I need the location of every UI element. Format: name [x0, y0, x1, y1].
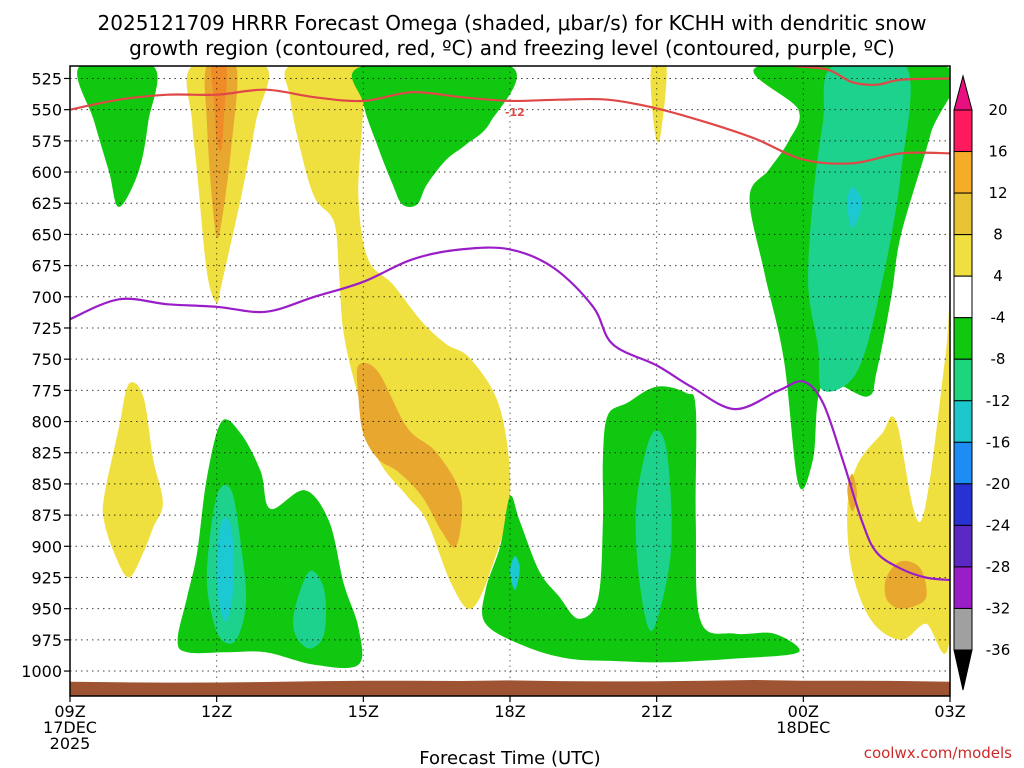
y-tick-label: 725 — [31, 319, 62, 338]
colorbar-label: 16 — [988, 143, 1007, 161]
omega-region-omega_8_12 — [884, 560, 927, 609]
omega-region-omega_n12_n16 — [510, 556, 520, 591]
x-tick-label: 00Z — [788, 702, 819, 721]
colorbar-label: -12 — [986, 392, 1011, 410]
colorbar-label: -36 — [986, 641, 1011, 659]
colorbar-segment — [953, 483, 973, 526]
omega-region-omega_8_12 — [356, 362, 463, 548]
omega-shading — [77, 66, 950, 669]
colorbar-label: -28 — [986, 558, 1011, 576]
colorbar-bottom-arrow — [953, 649, 973, 691]
colorbar-segment — [953, 358, 973, 402]
y-tick-label: 800 — [31, 413, 62, 432]
dgz-contour-label: -12 — [505, 106, 525, 119]
y-tick-label: 925 — [31, 568, 62, 587]
y-tick-label: 975 — [31, 631, 62, 650]
colorbar: 20 16 12 8 4 -4 -8 -12 -16 -20 -24 -28 -32 -36 — [953, 74, 1011, 691]
x-tick-label: 09Z — [54, 702, 85, 721]
y-tick-label: 900 — [31, 537, 62, 556]
colorbar-label: -24 — [986, 516, 1011, 534]
contours: -12 — [70, 66, 950, 582]
colorbar-label: 12 — [988, 184, 1007, 202]
colorbar-label: -20 — [986, 475, 1011, 493]
colorbar-segment — [953, 317, 973, 360]
colorbar-segment — [953, 234, 973, 277]
y-tick-label: 1000 — [21, 662, 62, 681]
omega-region-omega_4_8 — [312, 66, 335, 148]
omega-region-omega_4_8 — [284, 66, 511, 609]
y-tick-label: 675 — [31, 257, 62, 276]
y-tick-label: 575 — [31, 132, 62, 151]
credit-text: coolwx.com/models — [864, 744, 1012, 762]
y-tick-label: 950 — [31, 600, 62, 619]
colorbar-label: -32 — [986, 599, 1011, 617]
x-tick-label: 18DEC — [776, 718, 830, 737]
colorbar-top-arrow — [953, 74, 973, 111]
omega-region-omega_n4_n8 — [351, 66, 517, 207]
y-tick-label: 700 — [31, 288, 62, 307]
omega-region-omega_4_8 — [102, 382, 163, 578]
colorbar-segment — [953, 275, 973, 319]
colorbar-label: 4 — [993, 267, 1003, 285]
dgz-red_top-contour — [793, 66, 950, 86]
y-tick-label: 875 — [31, 506, 62, 525]
x-tick-label: 2025 — [50, 734, 91, 753]
colorbar-label: 20 — [988, 101, 1007, 119]
colorbar-segment — [953, 192, 973, 236]
y-tick-label: 850 — [31, 475, 62, 494]
omega-region-omega_8_12 — [204, 66, 238, 239]
omega-region-omega_4_8 — [847, 298, 950, 654]
colorbar-label: -8 — [991, 350, 1006, 368]
y-tick-label: 775 — [31, 381, 62, 400]
colorbar-segment — [953, 441, 973, 485]
colorbar-segment — [953, 400, 973, 443]
ground-surface — [70, 680, 950, 696]
x-tick-label: 15Z — [348, 702, 379, 721]
omega-region-omega_n12_n16 — [216, 517, 235, 622]
colorbar-segment — [953, 607, 973, 651]
freezing-purple-contour — [70, 246, 950, 582]
colorbar-label: -4 — [991, 309, 1006, 327]
y-tick-label: 750 — [31, 350, 62, 369]
colorbar-segment — [953, 566, 973, 609]
x-tick-label: 21Z — [641, 702, 672, 721]
y-axis: 525 550 575 600 625 650 675 700 725 750 775 800 825 8… — [21, 69, 70, 681]
chart-title-line-1: 2025121709 HRRR Forecast Omega (shaded, … — [98, 11, 927, 35]
y-tick-label: 825 — [31, 444, 62, 463]
omega-region-omega_n8_n12 — [635, 430, 672, 632]
omega-region-omega_n12_n16 — [847, 187, 862, 229]
y-tick-label: 525 — [31, 69, 62, 88]
colorbar-segment — [953, 524, 973, 568]
omega-region-omega_12_16 — [211, 66, 228, 152]
colorbar-segment — [953, 109, 973, 153]
y-tick-label: 650 — [31, 225, 62, 244]
x-tick-label: 18Z — [494, 702, 525, 721]
colorbar-label: 8 — [993, 226, 1003, 244]
x-tick-label: 12Z — [201, 702, 232, 721]
chart-title-line-2: growth region (contoured, red, ºC) and f… — [129, 36, 895, 60]
colorbar-segment — [953, 151, 973, 194]
y-tick-label: 600 — [31, 163, 62, 182]
omega-region-omega_n8_n12 — [808, 66, 911, 392]
x-tick-label: 17DEC — [43, 718, 97, 737]
colorbar-label: -16 — [986, 433, 1011, 451]
x-tick-label: 03Z — [934, 702, 965, 721]
x-axis-title: Forecast Time (UTC) — [419, 748, 600, 768]
y-tick-label: 625 — [31, 194, 62, 213]
omega-region-omega_n8_n12 — [293, 570, 327, 649]
y-tick-label: 550 — [31, 101, 62, 120]
grid — [70, 66, 950, 696]
dgz-red-contour — [70, 88, 950, 165]
omega-region-omega_4_8 — [650, 66, 667, 143]
